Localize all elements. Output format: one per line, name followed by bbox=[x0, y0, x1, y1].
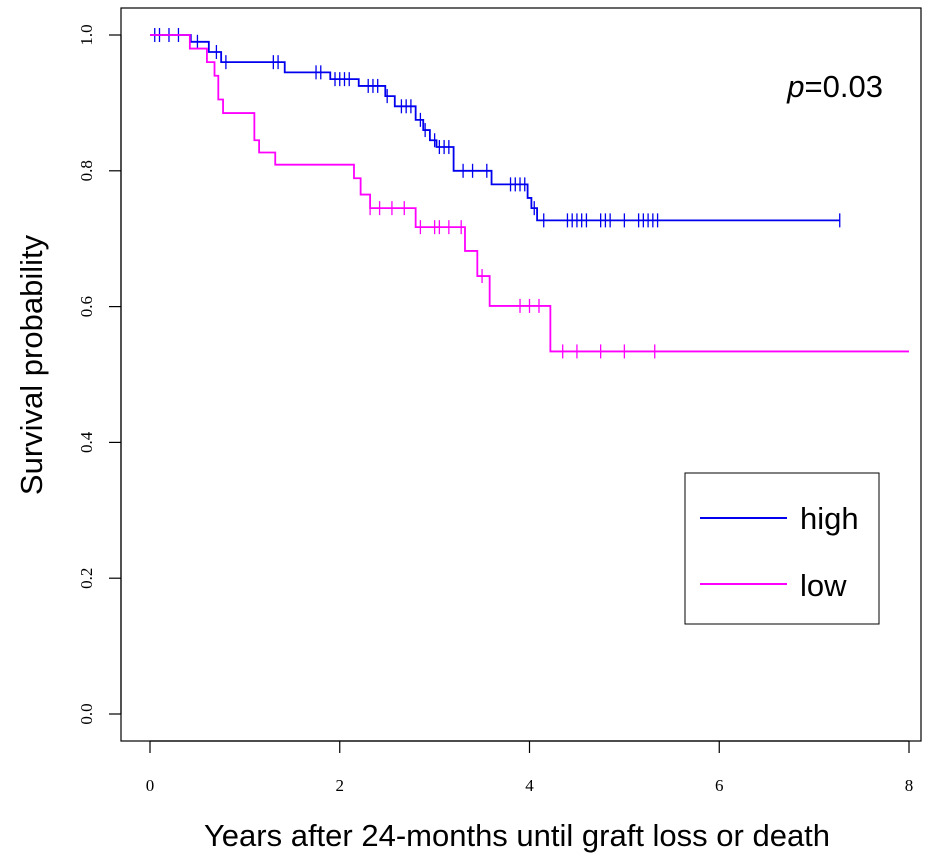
legend-label-high: high bbox=[800, 501, 859, 536]
y-tick-label: 0.4 bbox=[77, 431, 96, 453]
series-low bbox=[150, 34, 909, 359]
x-tick-label: 4 bbox=[525, 776, 534, 795]
x-tick-label: 6 bbox=[715, 776, 724, 795]
x-tick-label: 0 bbox=[146, 776, 155, 795]
y-axis-title: Survival probability bbox=[14, 234, 49, 495]
y-tick-label: 0.2 bbox=[77, 568, 96, 589]
x-axis-title: Years after 24-months until graft loss o… bbox=[204, 818, 830, 853]
p-value-annotation: p=0.03 bbox=[786, 69, 883, 104]
legend-box bbox=[684, 472, 880, 625]
x-tick-label: 2 bbox=[336, 776, 345, 795]
survival-curve-high bbox=[150, 34, 840, 222]
y-axis: 0.0 0.2 0.4 0.6 0.8 1.0 bbox=[77, 24, 122, 725]
series-high bbox=[150, 28, 841, 228]
y-tick-label: 0.8 bbox=[77, 160, 96, 181]
x-axis: 0 2 4 6 8 bbox=[146, 740, 914, 795]
x-tick-label: 8 bbox=[905, 776, 914, 795]
series-layer bbox=[150, 28, 909, 359]
plot-frame bbox=[120, 7, 922, 742]
y-tick-label: 0.6 bbox=[77, 296, 96, 317]
y-tick-label: 1.0 bbox=[77, 24, 96, 45]
survival-curve-low bbox=[150, 34, 909, 353]
y-tick-label: 0.0 bbox=[77, 703, 96, 724]
legend-label-low: low bbox=[800, 568, 847, 603]
legend: high low bbox=[684, 472, 880, 625]
